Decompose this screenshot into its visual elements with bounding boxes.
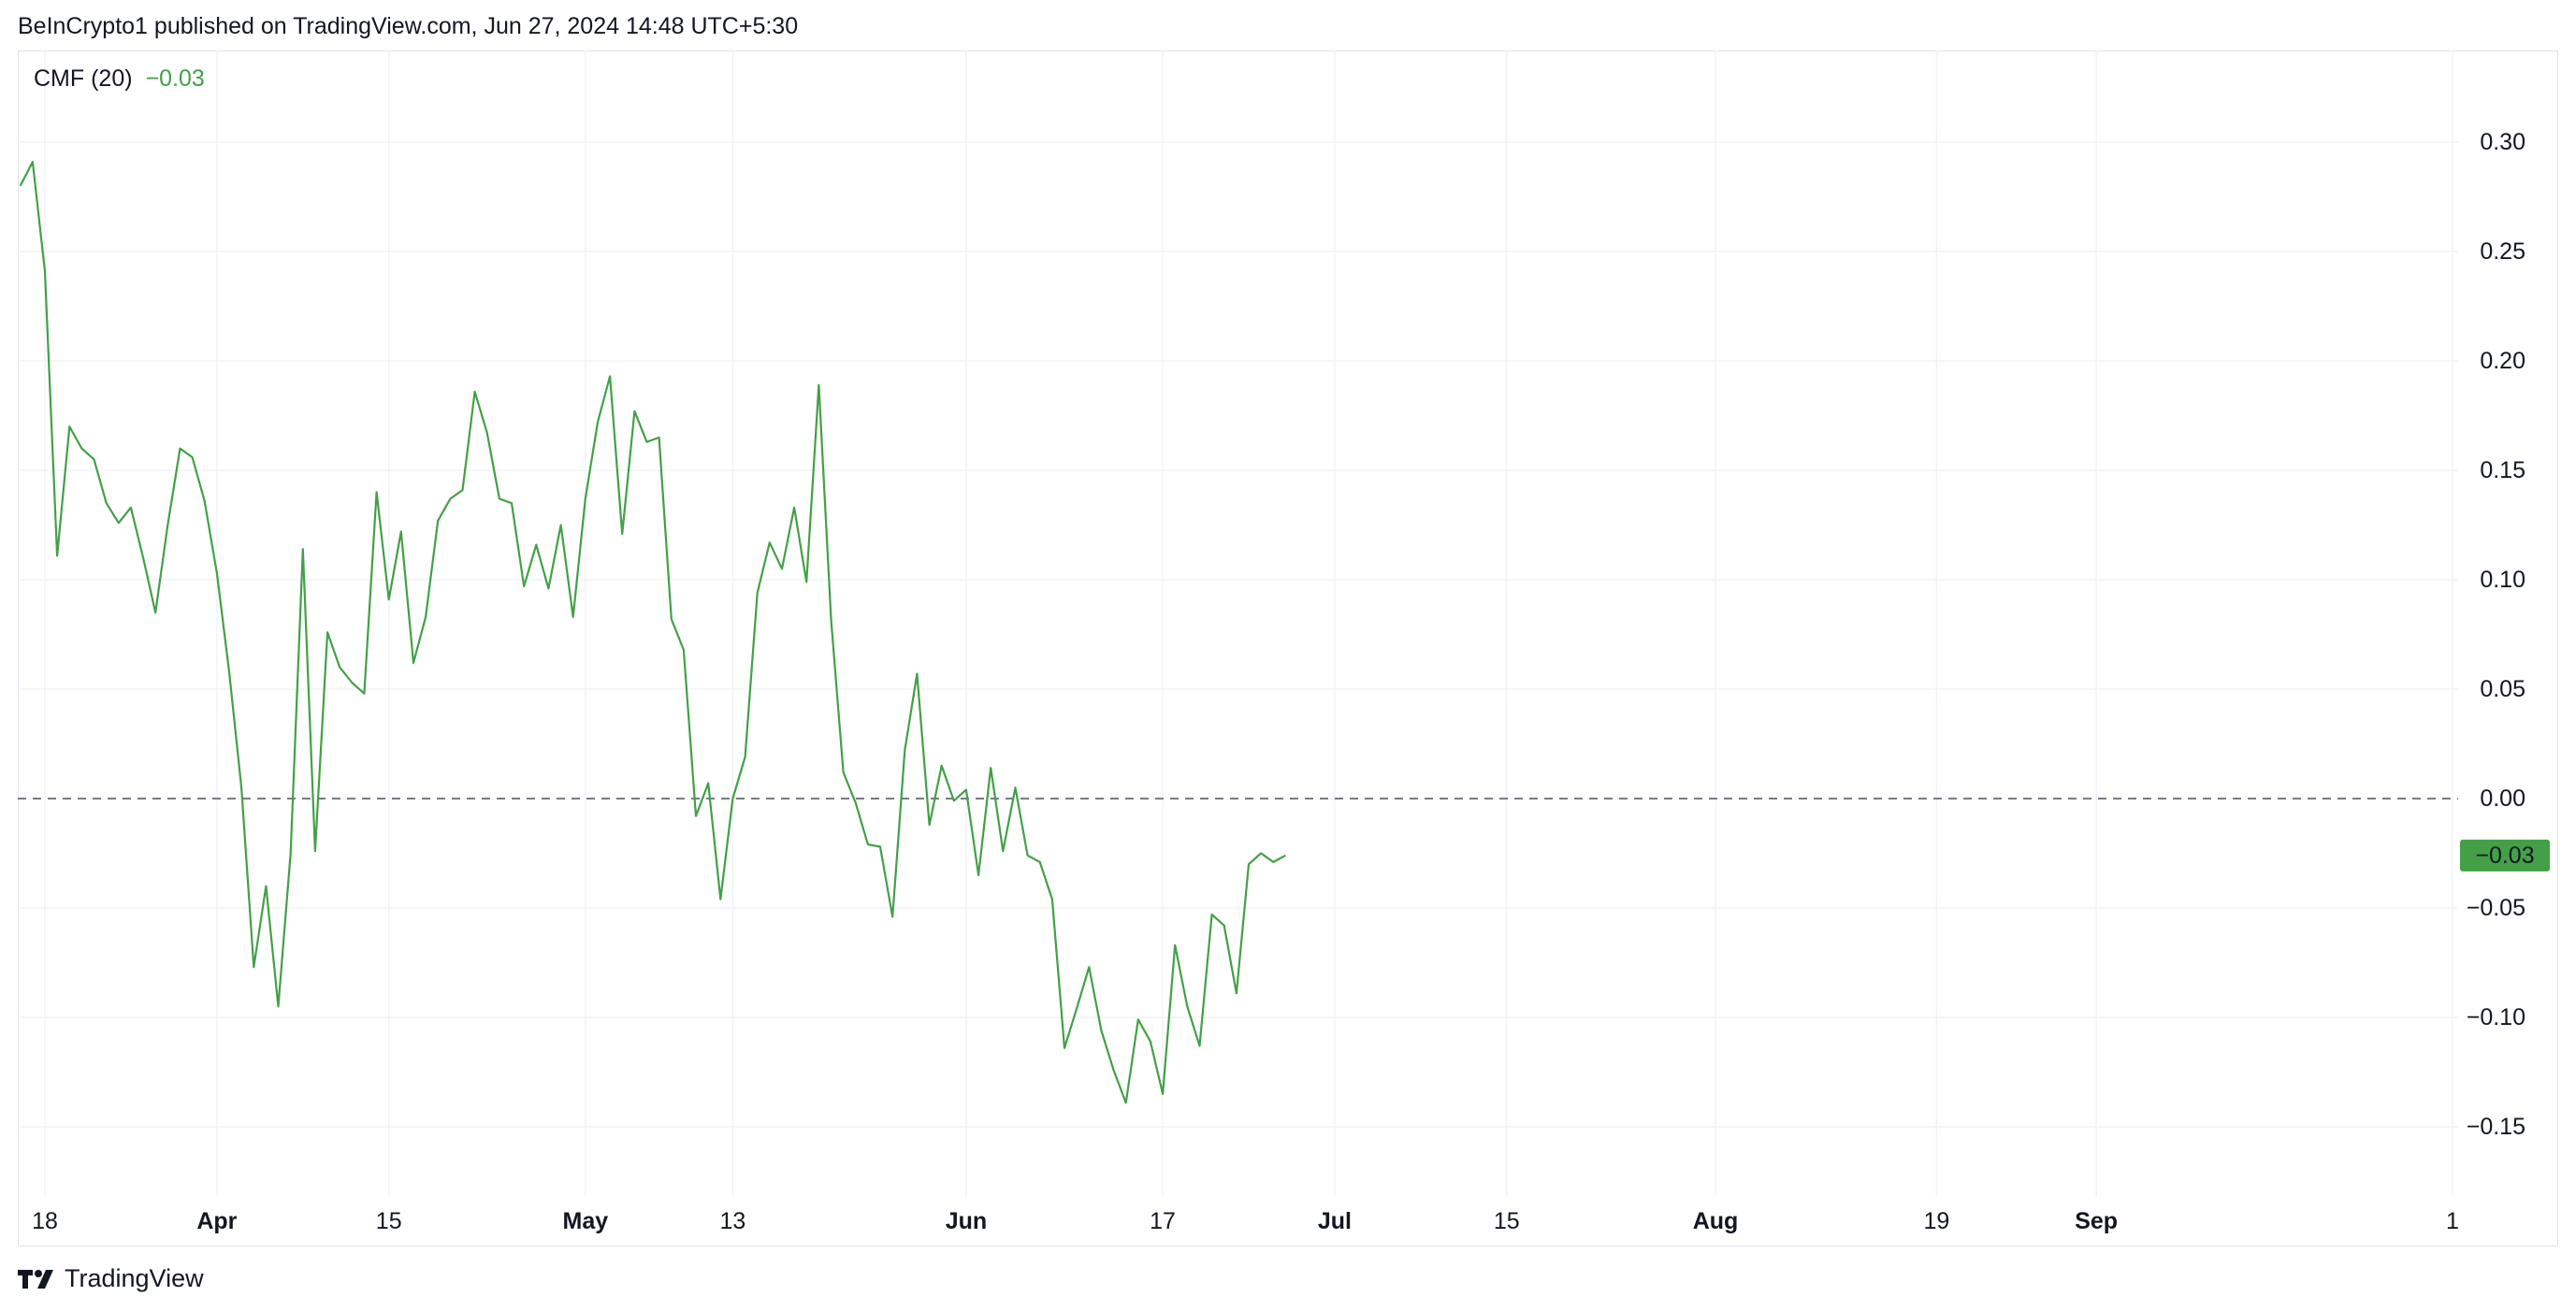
x-tick-label: 17 — [1150, 1208, 1176, 1234]
x-tick-label: Aug — [1693, 1208, 1739, 1234]
x-tick-label: 15 — [1494, 1208, 1520, 1234]
indicator-name: CMF (20) — [34, 65, 133, 92]
y-tick-label: 0.25 — [2480, 238, 2525, 265]
y-axis-labels: 0.30 0.25 0.20 0.15 0.10 0.05 0.00 −0.05 −0.10 −0… — [2467, 129, 2525, 1140]
x-tick-label: 19 — [1924, 1208, 1950, 1234]
grid-lines — [18, 50, 2458, 1197]
y-tick-label: −0.15 — [2467, 1114, 2525, 1140]
x-tick-label: 1 — [2446, 1208, 2459, 1234]
y-tick-label: 0.20 — [2480, 348, 2525, 374]
x-tick-label: May — [563, 1208, 609, 1234]
footer-brand[interactable]: TradingView — [18, 1264, 204, 1293]
y-tick-label: 0.15 — [2480, 457, 2525, 483]
x-tick-label: Apr — [196, 1208, 237, 1234]
x-tick-label: Jul — [1318, 1208, 1352, 1234]
current-value-label: −0.03 — [2475, 843, 2534, 869]
x-tick-label: 15 — [376, 1208, 402, 1234]
y-tick-label: 0.10 — [2480, 567, 2525, 593]
indicator-value: −0.03 — [145, 65, 205, 92]
brand-name: TradingView — [65, 1264, 204, 1292]
x-tick-label: Sep — [2075, 1208, 2118, 1234]
y-tick-label: −0.10 — [2467, 1004, 2525, 1030]
y-tick-label: −0.05 — [2467, 895, 2525, 921]
x-tick-label: Jun — [946, 1208, 987, 1234]
x-axis-labels: 18 Apr 15 May 13 Jun 17 Jul 15 Aug 19 Sep 1 — [32, 1208, 2459, 1234]
x-tick-label: 13 — [720, 1208, 746, 1234]
x-tick-label: 18 — [32, 1208, 58, 1234]
cmf-series-line — [19, 161, 1286, 1104]
publish-header: BeInCrypto1 published on TradingView.com… — [18, 13, 799, 39]
y-tick-label: 0.30 — [2480, 129, 2525, 155]
y-tick-label: 0.00 — [2480, 785, 2525, 812]
indicator-legend[interactable]: CMF (20) −0.03 — [34, 65, 205, 93]
tradingview-logo-icon — [18, 1269, 53, 1289]
chart-frame — [18, 50, 2558, 1246]
y-tick-label: 0.05 — [2480, 676, 2525, 702]
current-value-badge: −0.03 — [2460, 839, 2550, 872]
